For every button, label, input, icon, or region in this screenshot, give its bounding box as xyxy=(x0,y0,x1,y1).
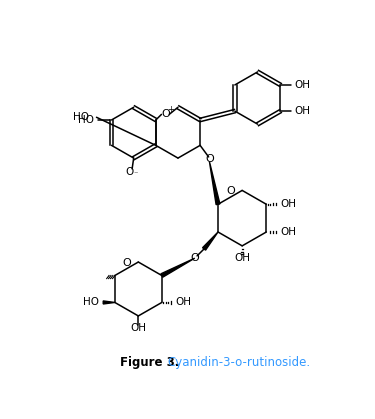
Text: Cyanidin-3-o-rutinoside.: Cyanidin-3-o-rutinoside. xyxy=(167,356,310,369)
Text: O: O xyxy=(226,186,235,196)
Text: HO: HO xyxy=(83,297,99,308)
Text: OH: OH xyxy=(234,253,250,263)
Text: O: O xyxy=(161,109,170,119)
Text: O: O xyxy=(205,154,214,164)
Text: HO: HO xyxy=(73,112,89,122)
Text: OH: OH xyxy=(176,297,192,308)
Text: OH: OH xyxy=(294,80,310,90)
Text: HO: HO xyxy=(78,115,94,125)
Text: O: O xyxy=(126,167,134,177)
Text: O: O xyxy=(122,258,131,268)
Text: +: + xyxy=(167,105,174,114)
Polygon shape xyxy=(103,301,115,304)
Text: OH: OH xyxy=(280,199,296,209)
Text: O: O xyxy=(190,253,199,263)
Polygon shape xyxy=(161,258,195,277)
Text: OH: OH xyxy=(130,323,146,333)
Text: OH: OH xyxy=(280,227,296,237)
Polygon shape xyxy=(202,232,218,250)
Polygon shape xyxy=(209,162,220,204)
Text: OH: OH xyxy=(294,106,310,116)
Text: ⁻: ⁻ xyxy=(134,169,138,178)
Text: Figure 3.: Figure 3. xyxy=(120,356,180,369)
